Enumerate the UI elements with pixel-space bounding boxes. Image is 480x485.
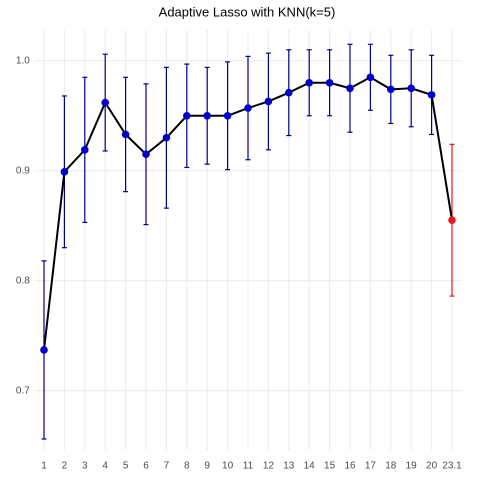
point — [387, 85, 395, 94]
point — [81, 146, 89, 154]
y-tick-label: 1.0 — [16, 55, 30, 66]
point — [305, 78, 314, 87]
point — [101, 98, 109, 107]
x-tick-label: 15 — [324, 461, 336, 472]
x-tick-label: 20 — [426, 461, 438, 472]
point — [223, 111, 232, 120]
x-tick-label: 23.1 — [442, 461, 462, 472]
point — [346, 84, 354, 93]
point — [203, 111, 211, 120]
point — [121, 130, 130, 139]
x-tick-label: 10 — [222, 461, 234, 472]
x-tick-label: 8 — [184, 461, 190, 472]
point — [162, 133, 171, 142]
x-tick-label: 12 — [263, 461, 275, 472]
x-tick-label: 16 — [344, 461, 356, 472]
point — [183, 111, 191, 120]
chart-title: Adaptive Lasso with KNN(k=5) — [159, 4, 336, 19]
x-tick-label: 19 — [406, 461, 418, 472]
point — [427, 91, 436, 99]
point — [407, 84, 416, 93]
point — [40, 346, 48, 354]
point — [448, 216, 456, 225]
x-tick-label: 6 — [143, 461, 149, 472]
point — [60, 168, 69, 176]
point — [264, 97, 273, 106]
x-tick-label: 18 — [385, 461, 397, 472]
y-tick-label: 0.9 — [16, 165, 30, 176]
x-tick-label: 5 — [123, 461, 129, 472]
x-tick-label: 1 — [41, 461, 47, 472]
x-tick-label: 7 — [164, 461, 170, 472]
point — [244, 104, 252, 112]
x-tick-label: 3 — [82, 461, 88, 472]
x-tick-label: 11 — [243, 461, 254, 472]
x-tick-label: 14 — [304, 461, 316, 472]
point — [366, 73, 375, 82]
y-tick-label: 0.7 — [16, 385, 30, 396]
point — [325, 78, 334, 87]
x-tick-label: 9 — [204, 461, 210, 472]
x-tick-label: 13 — [283, 461, 295, 472]
x-tick-label: 4 — [102, 461, 108, 472]
x-tick-label: 2 — [62, 461, 68, 472]
point — [142, 150, 150, 159]
point — [285, 88, 293, 97]
x-tick-label: 17 — [365, 461, 377, 472]
y-tick-label: 0.8 — [16, 275, 30, 286]
